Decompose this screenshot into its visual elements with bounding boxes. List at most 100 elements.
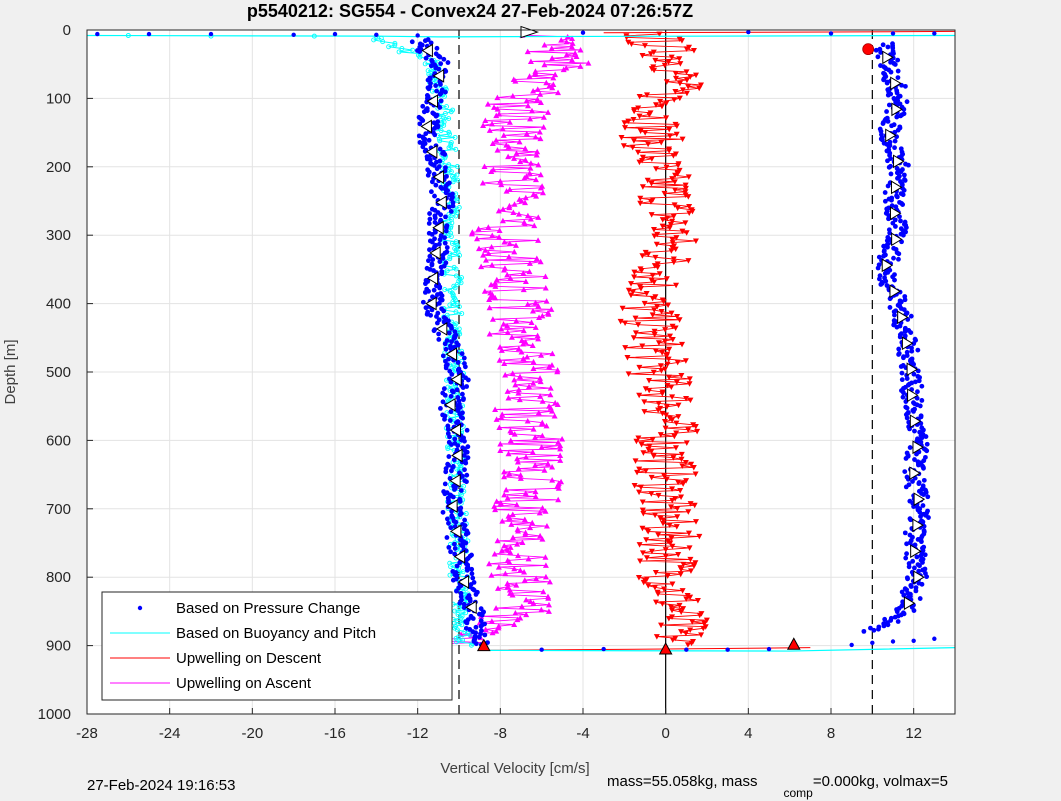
upwelling-ascent-marker	[524, 417, 531, 424]
pressure-marker	[428, 63, 434, 69]
upwelling-descent-marker	[674, 506, 681, 512]
pressure-marker	[447, 418, 453, 423]
upwelling-ascent-marker	[548, 306, 555, 312]
buoyancy-marker	[461, 483, 466, 489]
pressure-marker	[888, 171, 894, 177]
pressure-marker	[878, 50, 884, 55]
footer-datetime: 27-Feb-2024 19:16:53	[87, 777, 235, 794]
pressure-marker	[447, 434, 452, 440]
pressure-marker	[452, 436, 458, 442]
upwelling-ascent-marker	[485, 250, 492, 257]
upwelling-ascent-marker	[517, 567, 524, 573]
upwelling-ascent-marker	[482, 117, 489, 124]
upwelling-descent-marker	[625, 287, 632, 294]
upwelling-descent-marker	[638, 442, 645, 448]
pressure-marker	[442, 341, 448, 347]
upwelling-ascent-marker	[508, 521, 515, 527]
upwelling-descent-marker	[689, 208, 696, 215]
upwelling-ascent-marker	[509, 511, 516, 518]
y-tick-label: 800	[46, 569, 71, 586]
pressure-marker	[409, 39, 415, 45]
buoyancy-marker	[447, 254, 453, 260]
upwelling-descent-marker	[654, 231, 661, 238]
upwelling-ascent-marker	[539, 504, 546, 511]
upwelling-descent-marker	[667, 540, 674, 546]
upwelling-descent-marker	[621, 120, 628, 126]
upwelling-ascent-marker	[524, 48, 531, 55]
upwelling-ascent-marker	[515, 390, 522, 396]
upwelling-ascent-marker	[536, 314, 543, 321]
pressure-marker	[442, 152, 448, 157]
pressure-marker	[439, 297, 445, 303]
buoyancy-marker	[448, 564, 454, 570]
pressure-surface-marker	[208, 31, 214, 37]
pressure-marker	[454, 588, 459, 594]
pressure-marker	[901, 592, 907, 598]
pressure-marker	[898, 113, 903, 119]
pressure-marker	[442, 491, 448, 497]
upwelling-ascent-marker	[500, 206, 507, 212]
upwelling-ascent-marker	[522, 529, 529, 536]
upwelling-descent-marker	[652, 57, 659, 64]
upwelling-ascent-marker	[491, 104, 498, 110]
upwelling-ascent-marker	[493, 605, 500, 611]
upwelling-descent-marker	[645, 529, 652, 535]
buoyancy-marker	[442, 93, 447, 99]
upwelling-ascent-marker	[497, 447, 504, 454]
pressure-marker	[878, 282, 884, 287]
upwelling-descent-marker	[677, 571, 684, 578]
pressure-surface-marker	[291, 32, 296, 37]
upwelling-ascent-marker	[489, 120, 496, 127]
upwelling-ascent-marker	[538, 444, 545, 450]
upwelling-ascent-marker	[525, 555, 532, 562]
upwelling-ascent-marker	[527, 598, 534, 605]
upwelling-descent-marker	[647, 51, 654, 57]
upwelling-ascent-marker	[517, 158, 524, 165]
upwelling-descent-marker	[683, 396, 690, 402]
upwelling-ascent-marker	[554, 367, 561, 373]
upwelling-ascent-marker	[506, 470, 513, 477]
upwelling-ascent-marker	[568, 43, 575, 50]
upwelling-descent-marker	[631, 108, 638, 115]
pressure-marker	[476, 634, 482, 640]
ascent-direction-marker	[909, 466, 921, 481]
upwelling-ascent-marker	[517, 472, 524, 478]
upwelling-descent-marker	[686, 376, 693, 382]
upwelling-ascent-marker	[542, 573, 549, 580]
upwelling-ascent-marker	[523, 611, 530, 618]
pressure-marker	[901, 390, 906, 396]
upwelling-ascent-marker	[542, 285, 549, 291]
pressure-marker	[873, 47, 879, 53]
upwelling-descent-marker	[639, 253, 646, 259]
upwelling-ascent-marker	[486, 296, 493, 302]
pressure-marker	[445, 60, 451, 65]
upwelling-descent-marker	[652, 599, 659, 606]
descent-direction-marker	[435, 322, 448, 336]
pressure-surface-marker	[374, 32, 379, 37]
upwelling-descent-marker	[662, 338, 669, 345]
pressure-marker	[918, 514, 923, 519]
upwelling-ascent-marker	[503, 486, 510, 493]
upwelling-ascent-marker	[543, 422, 550, 429]
pressure-marker	[426, 258, 431, 264]
buoyancy-marker	[438, 128, 444, 133]
pressure-marker	[901, 187, 907, 193]
upwelling-ascent-marker	[495, 207, 502, 214]
upwelling-descent-marker	[672, 445, 679, 451]
upwelling-descent-marker	[680, 481, 687, 487]
pressure-marker	[900, 192, 906, 198]
pressure-marker	[885, 244, 890, 250]
pressure-marker	[451, 335, 457, 341]
pressure-marker	[885, 118, 891, 124]
pressure-marker	[895, 68, 901, 74]
upwelling-descent-marker	[678, 373, 685, 379]
pressure-marker	[464, 427, 470, 433]
pressure-marker	[438, 264, 444, 270]
upwelling-descent-marker	[685, 194, 692, 200]
upwelling-ascent-marker	[485, 224, 492, 230]
upwelling-ascent-marker	[507, 590, 514, 596]
upwelling-ascent-marker	[504, 271, 511, 278]
upwelling-ascent-marker	[515, 345, 522, 352]
buoyancy-marker	[440, 114, 446, 120]
pressure-marker	[915, 347, 921, 353]
